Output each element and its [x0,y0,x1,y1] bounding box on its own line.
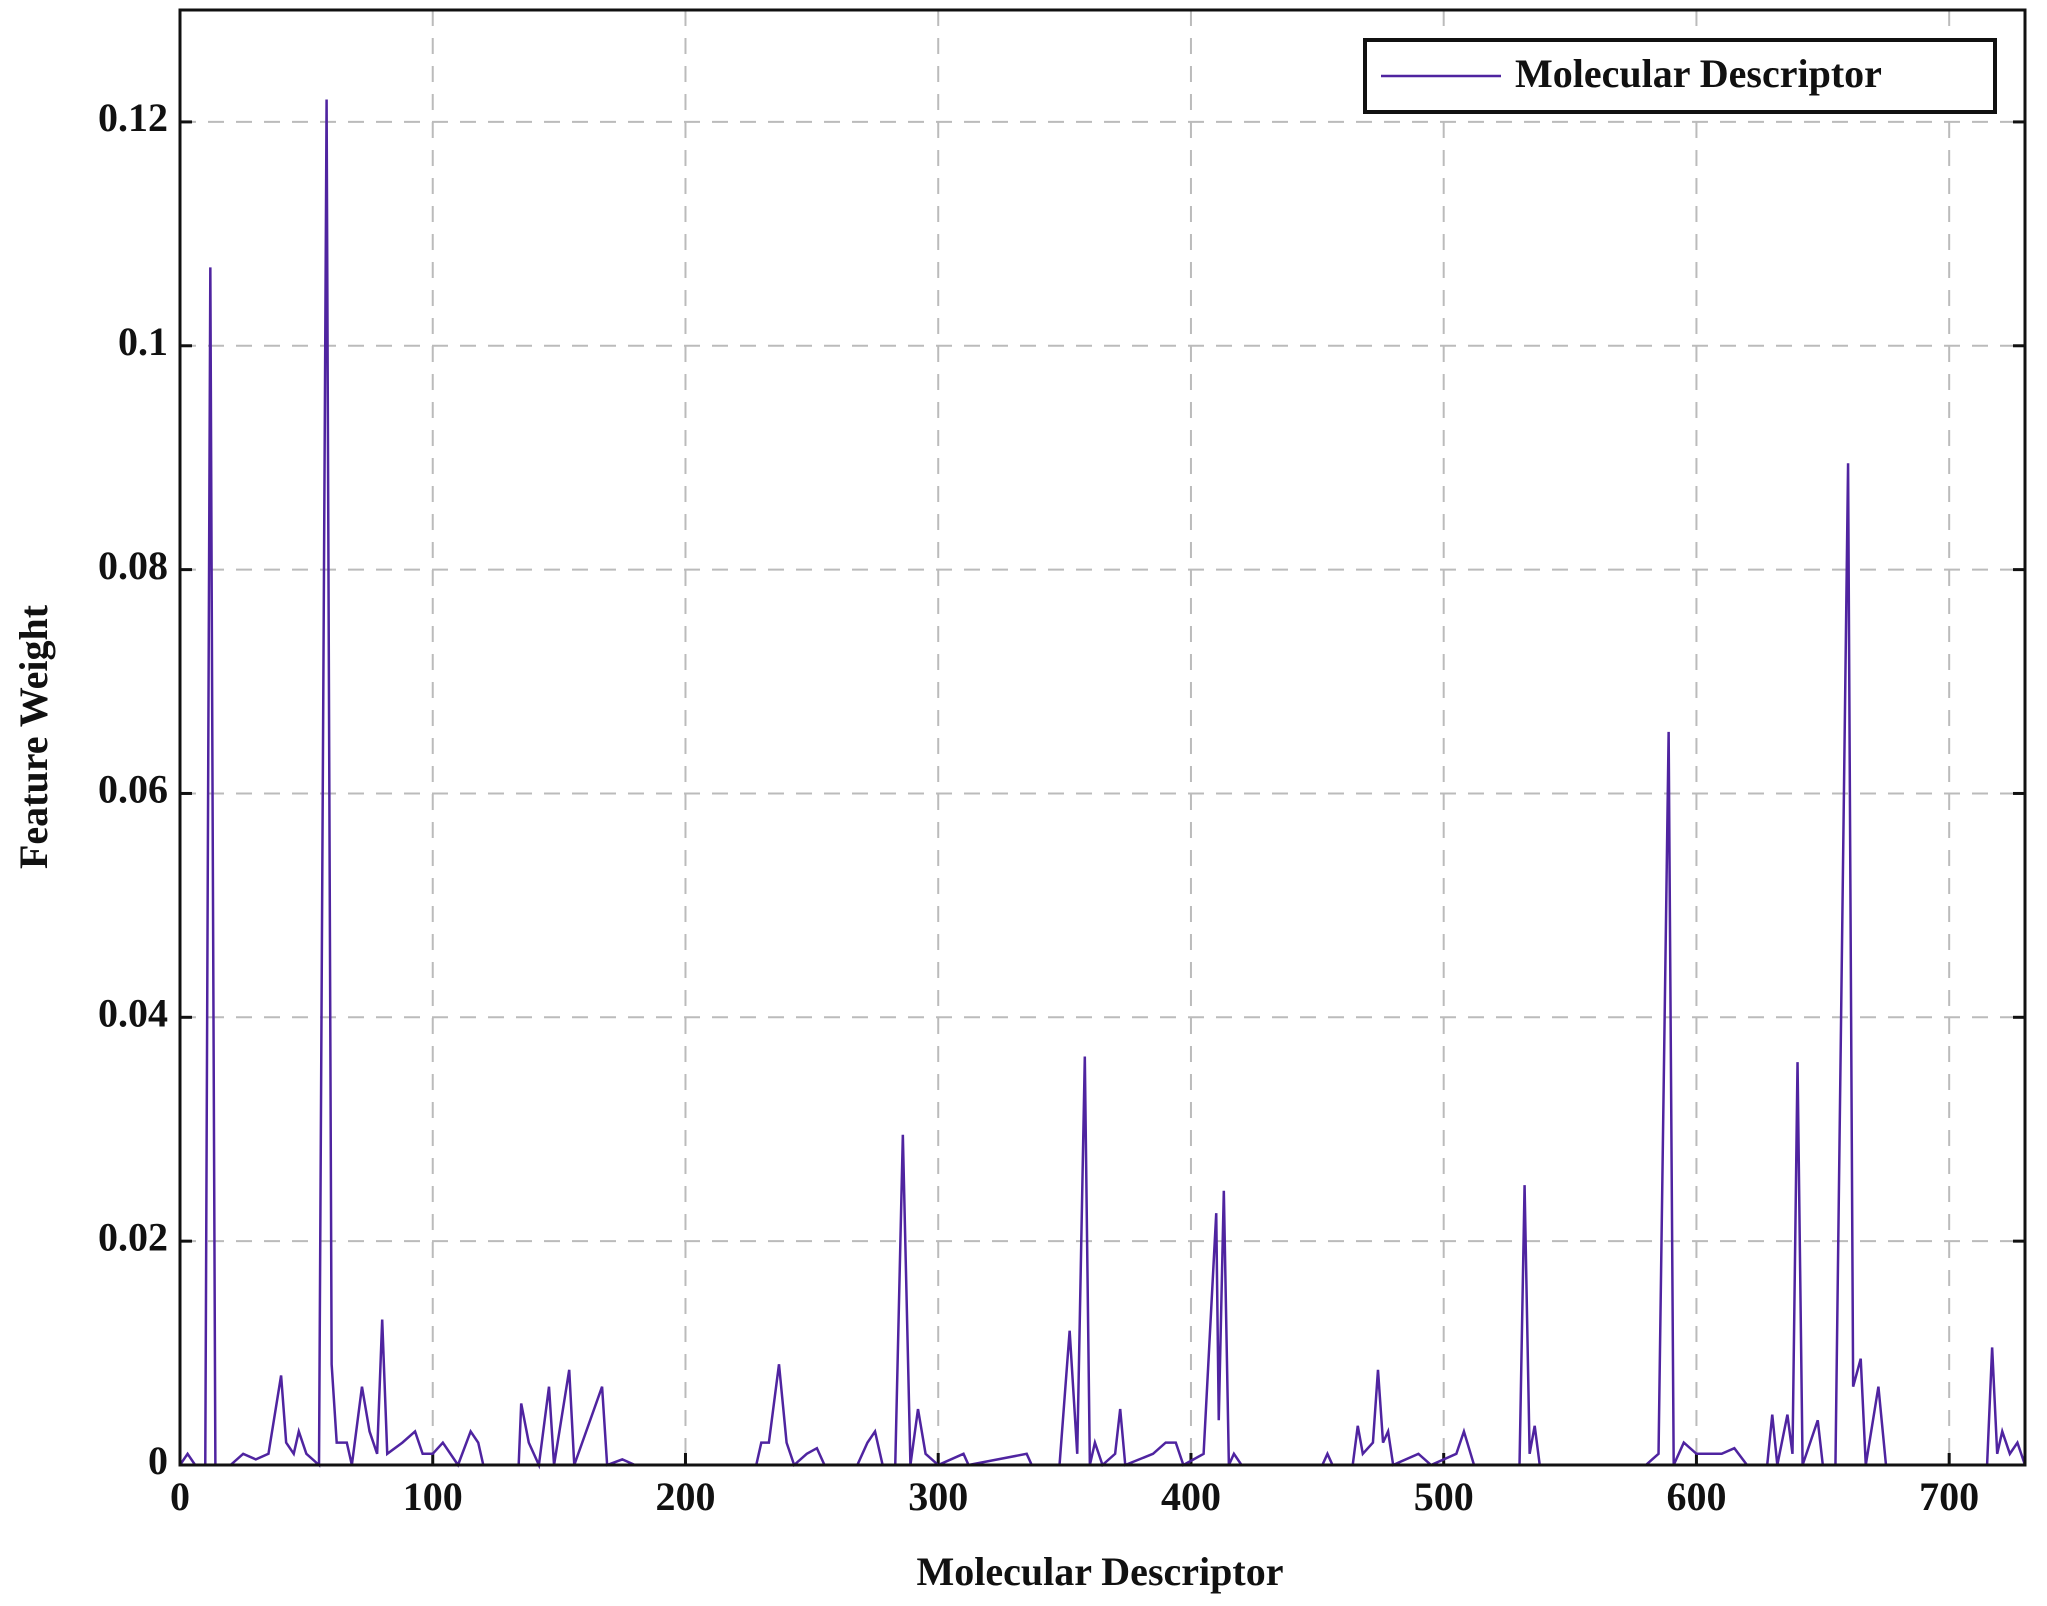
y-tick-label: 0.1 [118,319,168,364]
data-line [178,99,2027,1470]
y-tick-label: 0.06 [98,767,168,812]
x-tick-label: 100 [403,1474,463,1519]
x-tick-label: 300 [908,1474,968,1519]
y-tick-label: 0.12 [98,95,168,140]
x-axis-label: Molecular Descriptor [917,1549,1284,1594]
legend-label: Molecular Descriptor [1515,51,1882,96]
y-axis-label: Feature Weight [11,604,56,869]
x-tick-label: 600 [1666,1474,1726,1519]
x-tick-label: 200 [655,1474,715,1519]
plot-area [180,10,2025,1465]
y-tick-label: 0.08 [98,543,168,588]
y-tick-label: 0.04 [98,990,168,1035]
y-tick-label: 0.02 [98,1214,168,1259]
x-tick-label: 500 [1414,1474,1474,1519]
plot-frame [178,8,2027,1467]
x-tick-label: 0 [170,1474,190,1519]
y-tick-label: 0 [148,1438,168,1483]
x-tick-label: 700 [1919,1474,1979,1519]
x-tick-label: 400 [1161,1474,1221,1519]
